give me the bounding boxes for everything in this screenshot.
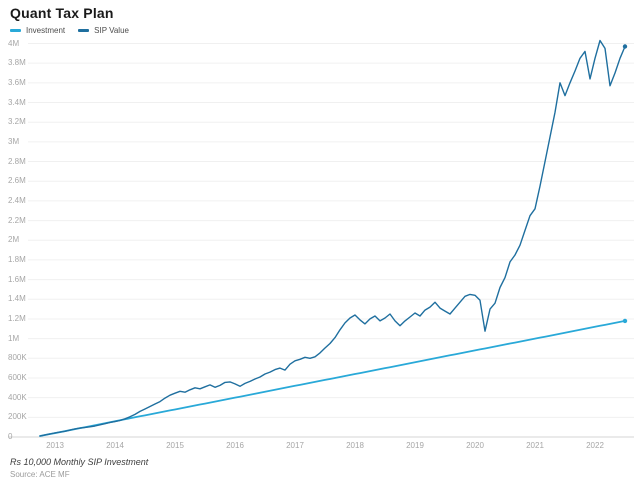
chart-source: Source: ACE MF: [10, 470, 70, 479]
y-tick-label: 1.2M: [8, 313, 26, 323]
y-tick-label: 1.4M: [8, 294, 26, 304]
y-tick-label: 200K: [8, 412, 27, 422]
y-tick-label: 1M: [8, 333, 20, 343]
chart-footnote: Rs 10,000 Monthly SIP Investment: [10, 457, 149, 467]
y-tick-label: 2.6M: [8, 176, 26, 186]
chart-title: Quant Tax Plan: [10, 5, 114, 21]
x-tick-label: 2021: [526, 441, 544, 450]
legend-label-sip-value: SIP Value: [94, 26, 129, 35]
x-tick-label: 2015: [166, 441, 184, 450]
y-tick-label: 400K: [8, 392, 27, 402]
y-tick-label: 800K: [8, 353, 27, 363]
y-tick-label: 3.4M: [8, 97, 26, 107]
series-end-dot: [622, 318, 628, 324]
y-tick-label: 2.4M: [8, 195, 26, 205]
x-tick-label: 2019: [406, 441, 424, 450]
y-tick-label: 3.8M: [8, 58, 26, 68]
y-tick-label: 1.8M: [8, 254, 26, 264]
y-tick-label: 3M: [8, 136, 20, 146]
y-tick-label: 1.6M: [8, 274, 26, 284]
y-tick-label: 4M: [8, 38, 20, 48]
legend-item-sip-value: SIP Value: [78, 26, 129, 35]
x-tick-label: 2014: [106, 441, 124, 450]
investment-line: [39, 319, 626, 437]
y-tick-label: 3.6M: [8, 77, 26, 87]
legend-item-investment: Investment: [10, 26, 65, 35]
y-tick-label: 2M: [8, 235, 20, 245]
y-tick-label: 600K: [8, 372, 27, 382]
sip-value-line: [39, 39, 626, 437]
legend: Investment SIP Value: [10, 26, 129, 35]
sip-value-line-swatch-icon: [78, 29, 90, 32]
x-tick-label: 2018: [346, 441, 364, 450]
y-tick-label: 0: [8, 432, 13, 441]
investment-line-swatch-icon: [10, 29, 21, 32]
y-tick-label: 3.2M: [8, 117, 26, 127]
y-tick-label: 2.8M: [8, 156, 26, 166]
x-tick-label: 2013: [46, 441, 64, 450]
series-end-dot: [622, 44, 628, 49]
x-tick-label: 2017: [286, 441, 304, 450]
legend-label-investment: Investment: [26, 26, 66, 35]
y-tick-label: 2.2M: [8, 215, 26, 225]
x-tick-label: 2016: [226, 441, 244, 450]
x-tick-label: 2020: [466, 441, 484, 450]
x-tick-label: 2022: [586, 441, 604, 450]
